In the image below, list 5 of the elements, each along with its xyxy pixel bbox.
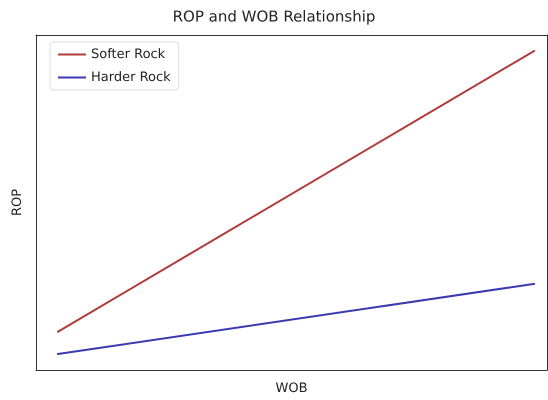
chart-title: ROP and WOB Relationship xyxy=(172,8,376,26)
y-axis-title: ROP xyxy=(10,188,25,216)
legend-label: Softer Rock xyxy=(91,47,166,62)
legend-label: Harder Rock xyxy=(91,70,172,85)
x-axis-title: WOB xyxy=(275,381,308,396)
